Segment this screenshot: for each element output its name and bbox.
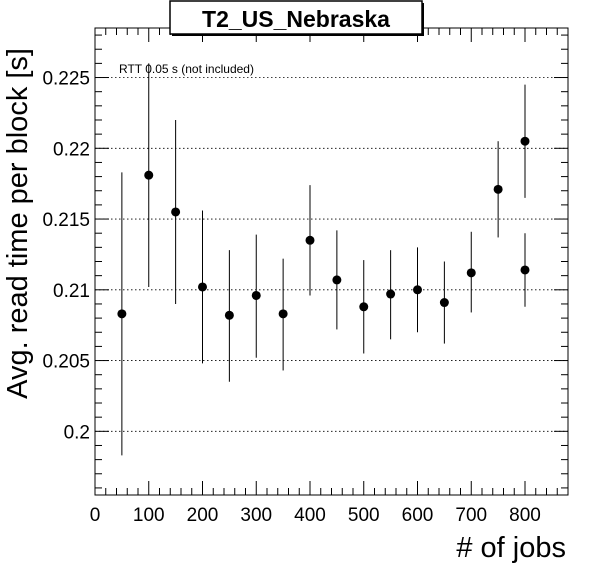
axis-ticks: [94, 28, 568, 495]
data-point: [493, 184, 503, 194]
data-point: [198, 282, 207, 292]
x-tick-label: 300: [240, 505, 272, 526]
y-tick-label: 0.215: [42, 210, 90, 231]
data-point: [171, 207, 181, 217]
y-tick-label: 0.22: [53, 139, 90, 160]
data-point: [466, 268, 476, 278]
data-point: [359, 302, 369, 312]
x-axis-title: # of jobs: [456, 532, 566, 564]
data-point: [439, 298, 449, 308]
title-box-border: [169, 0, 423, 35]
y-gridlines: [95, 77, 568, 432]
x-tick-label: 500: [348, 505, 380, 526]
data-point: [386, 289, 396, 299]
data-point: [144, 170, 154, 180]
rtt-annotation: RTT 0.05 s (not included): [119, 62, 254, 76]
y-tick-label: 0.21: [53, 281, 90, 302]
y-tick-label: 0.2: [64, 422, 90, 443]
y-tick-label: 0.205: [42, 352, 90, 373]
y-axis-title: Avg. read time per block [s]: [2, 48, 34, 399]
data-point: [332, 275, 342, 285]
data-point: [520, 265, 530, 275]
data-point: [117, 309, 127, 319]
x-tick-label: 600: [402, 505, 434, 526]
data-point: [224, 310, 234, 320]
y-tick-label: 0.225: [42, 69, 90, 90]
x-tick-label: 400: [294, 505, 326, 526]
x-tick-label: 800: [509, 505, 541, 526]
data-point: [251, 290, 261, 300]
plot-frame: [94, 27, 569, 496]
data-series: [117, 63, 530, 456]
x-tick-label: 0: [90, 505, 101, 526]
data-point: [520, 136, 530, 146]
title-box: T2_US_Nebraska: [169, 0, 424, 36]
y-tick-labels: 0.2 0.205 0.21 0.215 0.22 0.225: [42, 69, 90, 444]
x-tick-label: 700: [455, 505, 487, 526]
data-point: [305, 235, 315, 245]
x-tick-label: 200: [187, 505, 219, 526]
x-tick-labels: 0 100 200 300 400 500 600 700 800: [90, 505, 541, 526]
data-point: [413, 285, 422, 295]
data-point: [278, 309, 288, 319]
x-tick-label: 100: [133, 505, 165, 526]
chart-title: T2_US_Nebraska: [202, 6, 390, 32]
